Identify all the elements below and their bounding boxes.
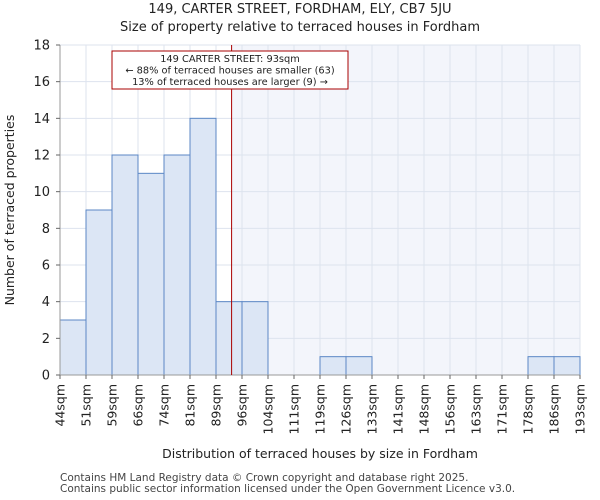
x-tick-label: 156sqm bbox=[443, 384, 458, 434]
histogram-bar bbox=[215, 301, 243, 376]
y-tick-label: 8 bbox=[42, 222, 50, 237]
histogram-bar bbox=[527, 356, 555, 376]
histogram-bar bbox=[111, 154, 139, 376]
histogram-bar bbox=[241, 301, 269, 376]
x-tick-label: 148sqm bbox=[417, 384, 432, 434]
x-tick-label: 193sqm bbox=[573, 384, 588, 434]
histogram-bar bbox=[163, 154, 191, 376]
y-axis-title: Number of terraced properties bbox=[2, 115, 17, 306]
x-tick-label: 104sqm bbox=[261, 384, 276, 434]
y-tick-label: 0 bbox=[42, 369, 50, 384]
x-tick-label: 74sqm bbox=[157, 384, 172, 427]
x-tick-label: 133sqm bbox=[365, 384, 380, 434]
histogram-bar bbox=[553, 356, 581, 376]
x-tick-label: 178sqm bbox=[521, 384, 536, 434]
x-tick-label: 44sqm bbox=[53, 384, 68, 427]
histogram-bar bbox=[137, 172, 165, 376]
footer-copyright: Contains HM Land Registry data © Crown c… bbox=[60, 472, 469, 484]
histogram-bar bbox=[189, 117, 217, 376]
histogram-bar bbox=[85, 209, 113, 376]
y-tick-label: 10 bbox=[33, 185, 50, 200]
y-tick-label: 18 bbox=[33, 39, 50, 54]
annotation-box bbox=[111, 50, 349, 90]
annotation-line-3: 13% of terraced houses are larger (9) → bbox=[132, 77, 328, 88]
histogram-bar bbox=[59, 319, 87, 376]
x-tick-label: 141sqm bbox=[391, 384, 406, 434]
chart-subtitle: Size of property relative to terraced ho… bbox=[120, 20, 480, 35]
x-tick-label: 163sqm bbox=[469, 384, 484, 434]
chart-title: 149, CARTER STREET, FORDHAM, ELY, CB7 5J… bbox=[148, 2, 452, 17]
x-tick-label: 59sqm bbox=[105, 384, 120, 427]
y-tick-label: 14 bbox=[33, 112, 50, 127]
x-tick-label: 126sqm bbox=[339, 384, 354, 434]
y-tick-label: 12 bbox=[33, 149, 50, 164]
x-tick-label: 96sqm bbox=[235, 384, 250, 427]
annotation-line-1: 149 CARTER STREET: 93sqm bbox=[160, 54, 300, 65]
x-tick-label: 186sqm bbox=[547, 384, 562, 434]
x-tick-label: 66sqm bbox=[131, 384, 146, 427]
x-tick-label: 111sqm bbox=[287, 384, 302, 434]
x-axis-title: Distribution of terraced houses by size … bbox=[162, 446, 478, 461]
y-tick-label: 6 bbox=[42, 259, 50, 274]
x-tick-label: 171sqm bbox=[495, 384, 510, 434]
x-tick-label: 51sqm bbox=[79, 384, 94, 427]
bar-chart: 0 2 4 6 8 10 12 14 16 18 44sqm 51sqm 59sqm 66sqm 74sqm… bbox=[2, 39, 588, 462]
footer-licence: Contains public sector information licen… bbox=[60, 483, 516, 495]
histogram-bar bbox=[345, 356, 373, 376]
y-tick-label: 4 bbox=[42, 295, 50, 310]
y-tick-label: 2 bbox=[42, 332, 50, 347]
x-tick-label: 119sqm bbox=[313, 384, 328, 434]
y-tick-label: 16 bbox=[33, 75, 50, 90]
histogram-bar bbox=[319, 356, 347, 376]
highlight-region bbox=[231, 45, 580, 375]
x-tick-label: 89sqm bbox=[209, 384, 224, 427]
annotation-line-2: ← 88% of terraced houses are smaller (63… bbox=[125, 66, 334, 77]
x-tick-label: 81sqm bbox=[183, 384, 198, 427]
